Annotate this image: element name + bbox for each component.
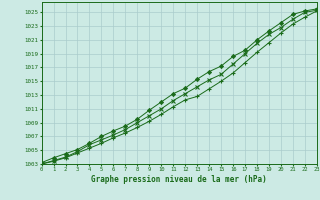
X-axis label: Graphe pression niveau de la mer (hPa): Graphe pression niveau de la mer (hPa) <box>91 175 267 184</box>
